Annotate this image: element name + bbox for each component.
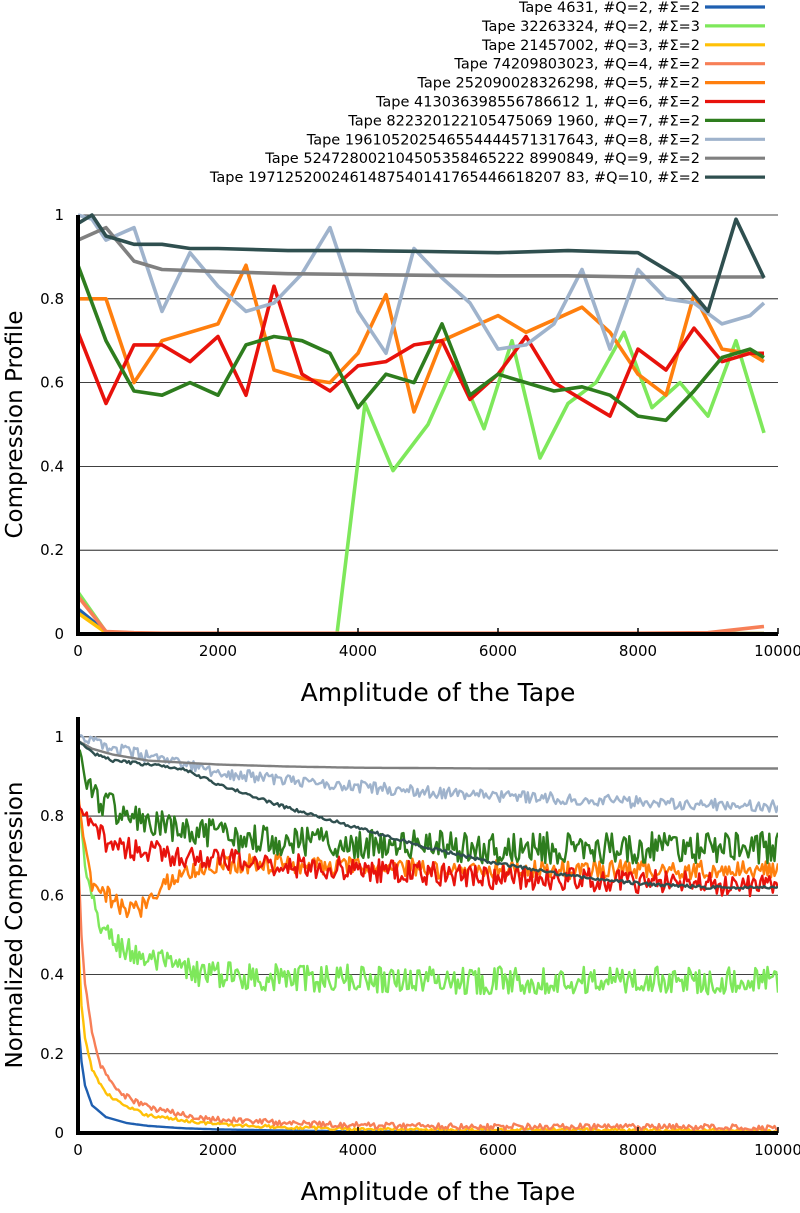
- x-axis-title: Amplitude of the Tape: [301, 678, 576, 707]
- x-tick-label: 8000: [619, 642, 657, 660]
- legend-label: Tape 74209803023, #Q=4, #Σ=2: [453, 57, 700, 73]
- y-axis-title: Compression Profile: [2, 310, 28, 538]
- x-tick-label: 0: [73, 1141, 83, 1159]
- series-line-tape-32263324: [78, 794, 778, 996]
- x-tick-label: 10000: [754, 642, 800, 660]
- series-line-tape-21457002-q-3-2: [78, 611, 764, 634]
- series-line-tape-196105202546554444: [78, 734, 778, 814]
- legend-entry: Tape 32263324, #Q=2, #Σ=3: [481, 19, 765, 35]
- x-tick-label: 8000: [619, 1141, 657, 1159]
- legend-entry: Tape 524728002104505358465222 8990849, #…: [264, 151, 765, 167]
- legend-label: Tape 524728002104505358465222 8990849, #…: [264, 151, 700, 167]
- legend-label: Tape 21457002, #Q=3, #Σ=2: [481, 38, 700, 54]
- y-tick-label: 1: [54, 206, 64, 224]
- legend-label: Tape 4631, #Q=2, #Σ=2: [518, 0, 700, 16]
- y-tick-label: 0.4: [40, 966, 64, 984]
- x-tick-label: 6000: [479, 642, 517, 660]
- series-line-tape-196105202546554444571317643-q-8-2: [78, 213, 766, 356]
- x-tick-label: 10000: [754, 1141, 800, 1159]
- y-tick-label: 0.8: [40, 807, 64, 825]
- series-line-tape-74209803023-q-4-2: [78, 595, 765, 634]
- legend-label: Tape 822320122105475069 1960, #Q=7, #Σ=2: [347, 113, 700, 129]
- legend-entry: Tape 252090028326298, #Q=5, #Σ=2: [416, 76, 765, 92]
- series-line-tape-32263324-q-2-3: [78, 330, 766, 634]
- y-tick-label: 0.6: [40, 374, 64, 392]
- x-tick-label: 0: [73, 642, 83, 660]
- y-tick-label: 0.6: [40, 886, 64, 904]
- series-line-tape-413036398556786612: [78, 800, 778, 898]
- x-tick-label: 4000: [339, 642, 377, 660]
- y-axis-title: Normalized Compression: [2, 782, 28, 1069]
- series-line-tape-4631: [78, 1018, 778, 1133]
- y-tick-label: 1: [54, 728, 64, 746]
- y-tick-label: 0.2: [40, 541, 64, 559]
- series-line-tape-4631-q-2-2: [78, 607, 764, 634]
- compression-profile-chart: 0 2000 4000 6000 8000 10000 0 0.2 0.4 0.6 0.8 1 Ampl…: [2, 206, 800, 707]
- series-line-tape-1971252002461487540141765446618207-83-q-10-2: [78, 213, 766, 314]
- legend-label: Tape 1971252002461487540141765446618207 …: [209, 170, 700, 186]
- legend-entry: Tape 196105202546554444571317643, #Q=8, …: [306, 132, 765, 148]
- series-line-tape-74209803023: [78, 854, 778, 1132]
- y-tick-label: 0.8: [40, 290, 64, 308]
- legend-entry: Tape 4631, #Q=2, #Σ=2: [518, 0, 765, 16]
- series-line-tape-524728002104505358465222-8990849-q-9-2: [78, 225, 764, 279]
- plot-area: [78, 213, 766, 634]
- legend-label: Tape 252090028326298, #Q=5, #Σ=2: [416, 76, 700, 92]
- series-line-tape-524728002104505358: [78, 739, 778, 770]
- legend-entry: Tape 74209803023, #Q=4, #Σ=2: [453, 57, 765, 73]
- series-line-tape-252090028326298: [78, 789, 778, 919]
- y-tick-label: 0: [54, 625, 64, 643]
- legend: Tape 4631, #Q=2, #Σ=2 Tape 32263324, #Q=2…: [209, 0, 765, 186]
- y-tick-label: 0: [54, 1124, 64, 1142]
- y-tick-label: 0.4: [40, 457, 64, 475]
- y-tick-label: 0.2: [40, 1045, 64, 1063]
- legend-entry: Tape 822320122105475069 1960, #Q=7, #Σ=2: [347, 113, 765, 129]
- x-axis-title: Amplitude of the Tape: [301, 1177, 576, 1206]
- x-tick-label: 4000: [339, 1141, 377, 1159]
- legend-entry: Tape 1971252002461487540141765446618207 …: [209, 170, 765, 186]
- legend-entry: Tape 413036398556786612 1, #Q=6, #Σ=2: [375, 95, 765, 111]
- legend-label: Tape 413036398556786612 1, #Q=6, #Σ=2: [375, 95, 700, 111]
- x-tick-label: 2000: [199, 1141, 237, 1159]
- series-line-tape-822320122105475069-1960-q-7-2: [78, 264, 765, 423]
- x-tick-label: 6000: [479, 1141, 517, 1159]
- normalized-compression-chart: 0 2000 4000 6000 8000 10000 0 0.2 0.4 0.6 0.8 1 Ampl…: [2, 717, 800, 1206]
- legend-entry: Tape 21457002, #Q=3, #Σ=2: [481, 38, 765, 54]
- legend-label: Tape 196105202546554444571317643, #Q=8, …: [306, 132, 700, 148]
- series-line-tape-413036398556786612-1-q-6-2: [78, 284, 764, 418]
- x-tick-label: 2000: [199, 642, 237, 660]
- plot-area: [78, 734, 778, 1133]
- series-line-tape-252090028326298-q-5-2: [78, 263, 765, 414]
- legend-label: Tape 32263324, #Q=2, #Σ=3: [481, 19, 700, 35]
- series-line-tape-197125200246148754: [78, 740, 778, 890]
